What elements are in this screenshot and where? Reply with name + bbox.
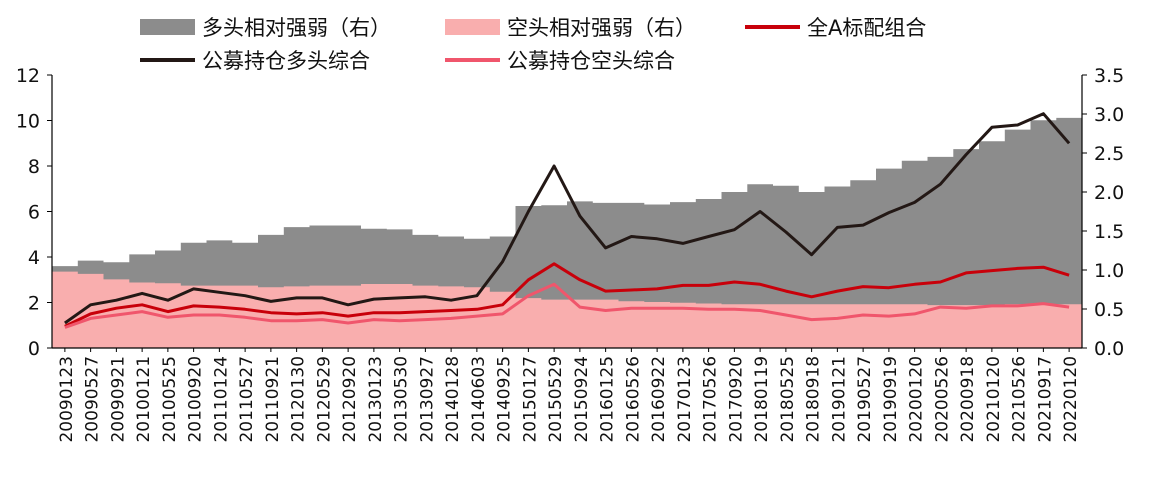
x-tick-label: 20210526 <box>1010 356 1030 443</box>
x-tick-label: 20120130 <box>289 356 309 443</box>
x-tick-label: 20170123 <box>675 356 695 443</box>
y-right-tick-label: 3.0 <box>1094 104 1124 126</box>
x-tick-label: 20190527 <box>855 356 875 443</box>
x-tick-label: 20090123 <box>57 356 77 443</box>
legend-label-3: 公募持仓多头综合 <box>202 49 370 73</box>
x-tick-label: 20100121 <box>134 356 154 443</box>
legend-swatch-0 <box>140 19 195 35</box>
y-right-tick-label: 1.0 <box>1094 260 1124 282</box>
x-tick-label: 20100920 <box>186 356 206 443</box>
y-right-tick-label: 2.5 <box>1094 143 1124 165</box>
y-right-tick-label: 2.0 <box>1094 182 1124 204</box>
x-tick-label: 20150924 <box>572 356 592 443</box>
line-series-4 <box>64 282 1070 329</box>
legend-label-0: 多头相对强弱（右） <box>202 16 391 40</box>
x-tick-label: 20200120 <box>907 356 927 443</box>
y-left-tick-label: 10 <box>16 111 40 133</box>
x-tick-label: 20190121 <box>829 356 849 443</box>
x-tick-label: 20130927 <box>417 356 437 443</box>
y-right-tick-label: 3.5 <box>1094 65 1124 87</box>
area-series-1 <box>52 271 1082 348</box>
y-right-tick-label: 0.5 <box>1094 299 1124 321</box>
legend-label-1: 空头相对强弱（右） <box>507 16 696 40</box>
y-left-tick-label: 2 <box>28 293 40 315</box>
x-tick-label: 20150127 <box>520 356 540 443</box>
x-tick-label: 20140925 <box>495 356 515 443</box>
x-tick-label: 20170526 <box>701 356 721 443</box>
y-left-tick-label: 0 <box>28 338 40 360</box>
x-tick-label: 20160526 <box>623 356 643 443</box>
y-left-tick-label: 4 <box>28 247 40 269</box>
x-tick-label: 20150529 <box>546 356 566 443</box>
line-series-2 <box>64 262 1070 328</box>
y-left-tick-label: 8 <box>28 156 40 178</box>
x-tick-label: 20110921 <box>263 356 283 443</box>
x-tick-label: 20120529 <box>314 356 334 443</box>
y-left-tick-label: 6 <box>28 202 40 224</box>
legend-label-4: 公募持仓空头综合 <box>507 49 675 73</box>
y-left-tick-label: 12 <box>16 65 40 87</box>
x-tick-label: 20160125 <box>598 356 618 443</box>
x-tick-label: 20130530 <box>392 356 412 443</box>
x-tick-label: 20210917 <box>1035 356 1055 443</box>
x-tick-label: 20180525 <box>778 356 798 443</box>
legend-swatch-1 <box>445 19 500 35</box>
x-tick-label: 20110527 <box>237 356 257 443</box>
x-tick-label: 20110124 <box>211 356 231 443</box>
x-tick-label: 20220120 <box>1061 356 1081 443</box>
x-tick-label: 20140603 <box>469 356 489 443</box>
x-tick-label: 20130123 <box>366 356 386 443</box>
x-tick-label: 20170920 <box>726 356 746 443</box>
x-tick-label: 20090527 <box>83 356 103 443</box>
legend-label-2: 全A标配组合 <box>807 16 926 40</box>
x-tick-label: 20160922 <box>649 356 669 443</box>
x-tick-label: 20140128 <box>443 356 463 443</box>
x-tick-label: 20120920 <box>340 356 360 443</box>
y-right-tick-label: 1.5 <box>1094 221 1124 243</box>
x-tick-label: 20090921 <box>108 356 128 443</box>
x-tick-label: 20190919 <box>881 356 901 443</box>
x-tick-label: 20100525 <box>160 356 180 443</box>
x-tick-label: 20200526 <box>932 356 952 443</box>
x-tick-label: 20180119 <box>752 356 772 443</box>
y-right-tick-label: 0.0 <box>1094 338 1124 360</box>
x-tick-label: 20200918 <box>958 356 978 443</box>
line-series-3 <box>64 112 1071 325</box>
x-tick-label: 20210120 <box>984 356 1004 443</box>
x-tick-label: 20180918 <box>804 356 824 443</box>
